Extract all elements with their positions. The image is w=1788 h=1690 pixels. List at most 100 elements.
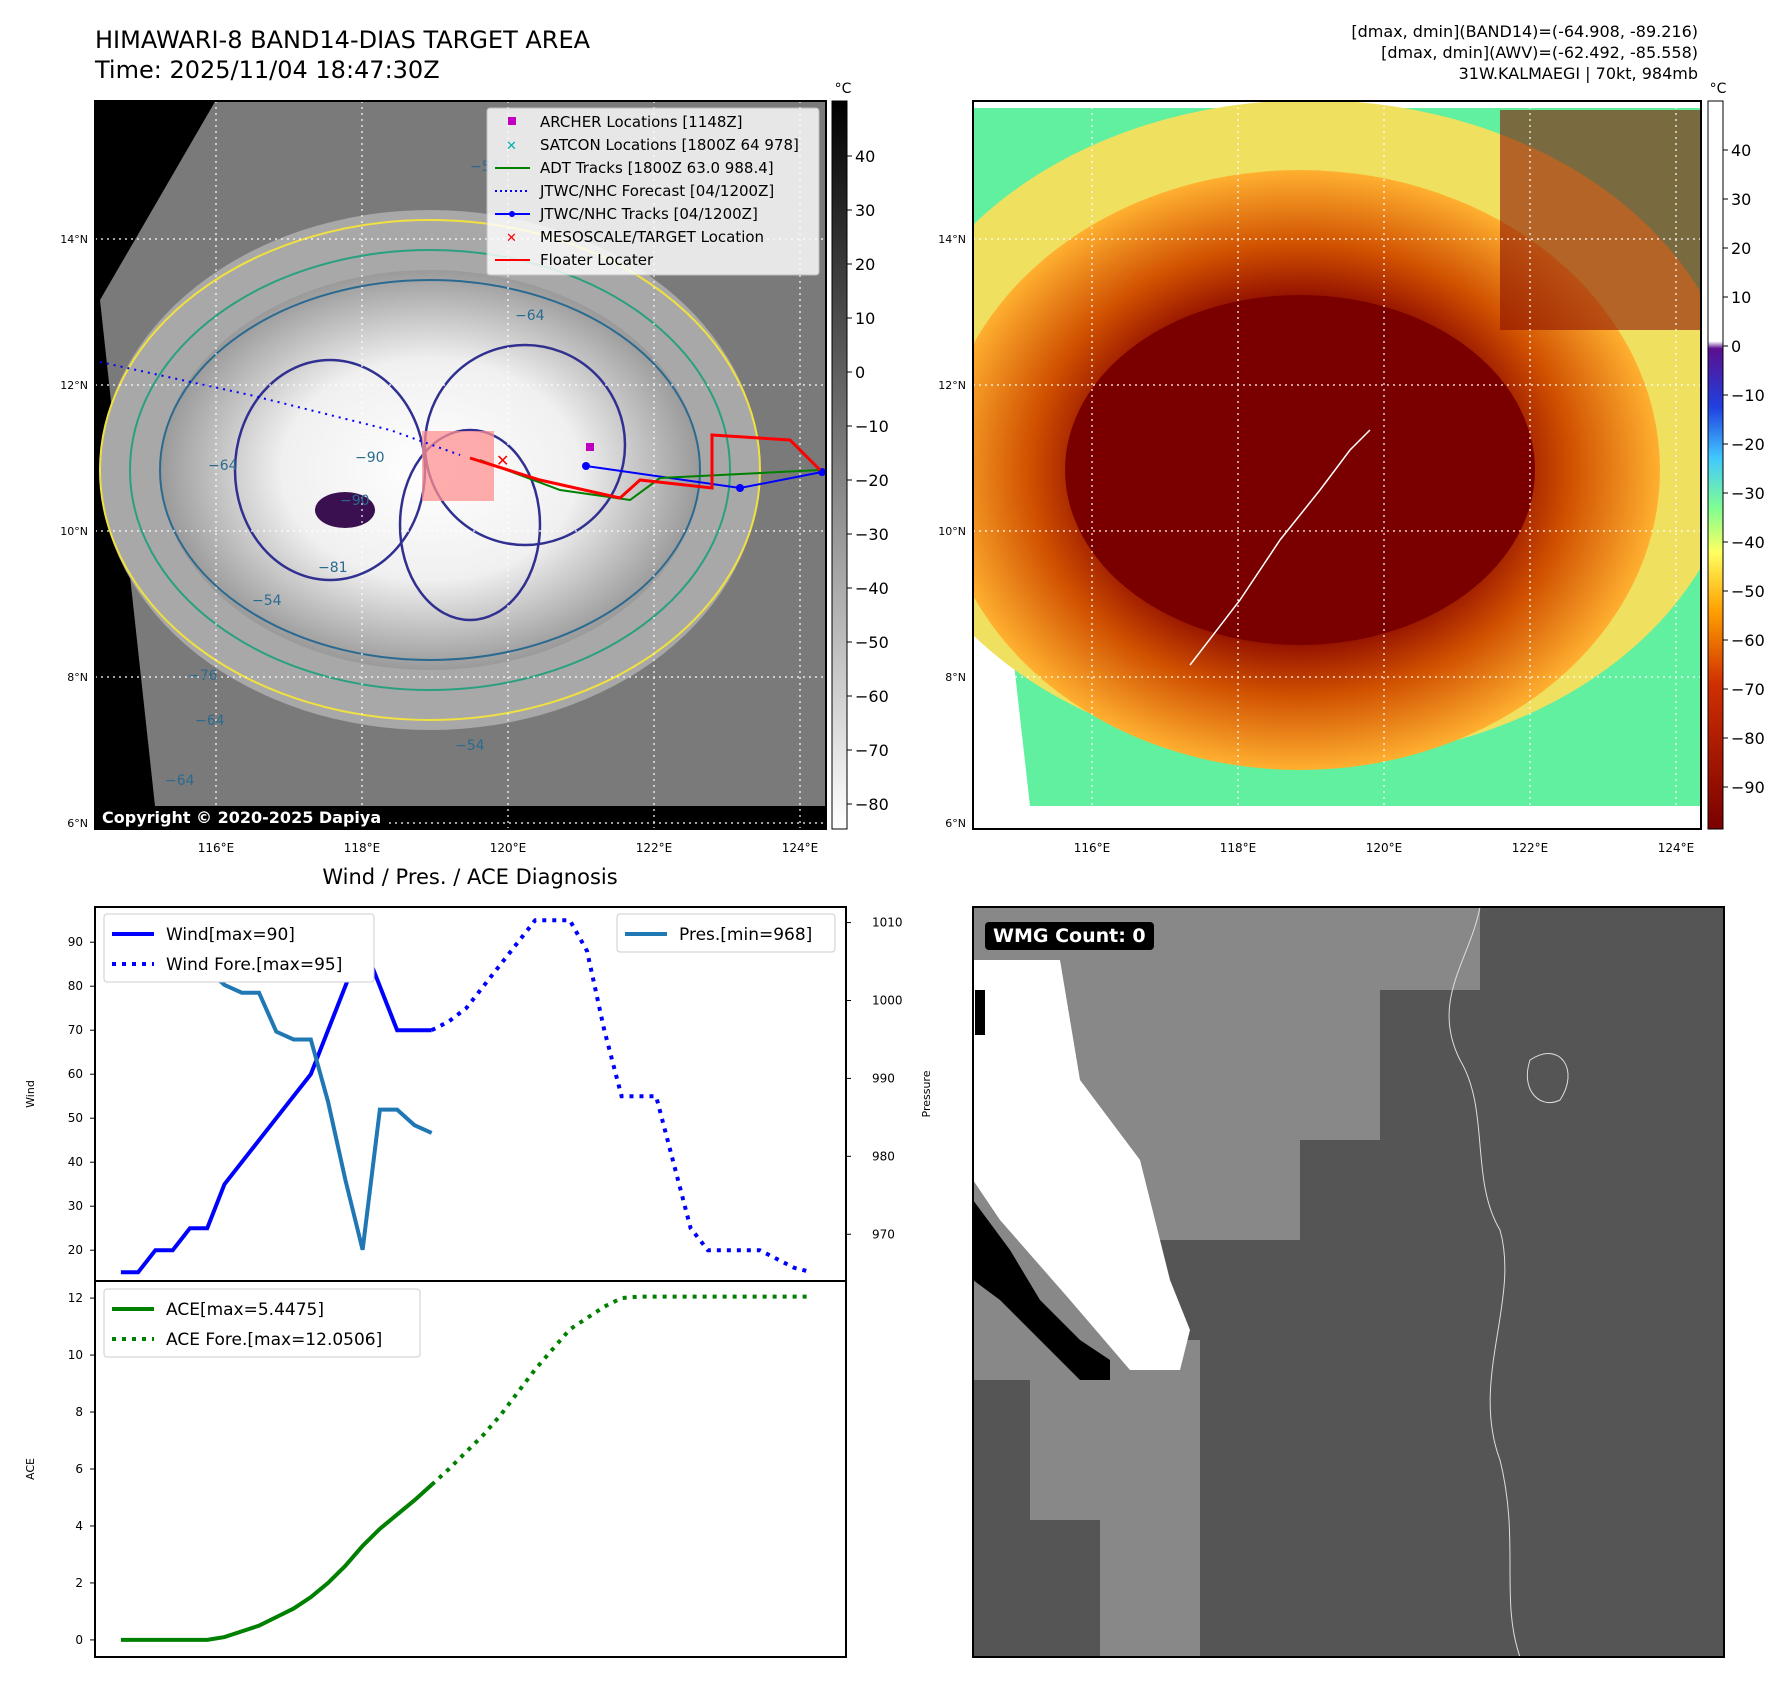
series-line: [120, 936, 432, 1275]
colorbar-tick-label: −60: [855, 687, 889, 706]
jtwc-track-point: [582, 462, 590, 470]
legend-box: [486, 107, 820, 276]
ir-contour-54: [129, 249, 731, 691]
lon-tick-label: 122°E: [1512, 841, 1549, 855]
colorbar-tick-label: −70: [855, 741, 889, 760]
series-line: [430, 918, 812, 1275]
legend-box: [103, 913, 375, 983]
mesoscale-target-box: [422, 431, 494, 501]
colorbar-tick-label: −20: [1731, 435, 1765, 454]
y-tick-label: 30: [68, 1199, 83, 1213]
legend-label: ACE Fore.[max=12.0506]: [166, 1330, 382, 1350]
contour-label: −64: [165, 773, 195, 789]
legend-label: Wind Fore.[max=95]: [166, 955, 342, 975]
colorbar-tick-label: −40: [855, 579, 889, 598]
legend-marker: ✕: [506, 139, 517, 154]
wind-legend: Wind[max=90] Wind Fore.[max=95]: [103, 913, 375, 983]
diagnosis-title: Wind / Pres. / ACE Diagnosis: [322, 865, 617, 889]
ir-cold-core: [315, 492, 375, 528]
lon-tick-label: 118°E: [1220, 841, 1257, 855]
wmg-coastline: [1448, 907, 1521, 1657]
wmg-gray-region: [973, 907, 1480, 1657]
ace-axis-label: ACE: [24, 1458, 37, 1480]
legend-box: [103, 1288, 421, 1358]
legend-label: Pres.[min=968]: [679, 925, 812, 945]
copyright-label: Copyright © 2020-2025 Dapiya: [96, 806, 388, 829]
contour-label: −64: [208, 458, 238, 474]
legend-label: JTWC/NHC Tracks [04/1200Z]: [539, 205, 758, 223]
y-tick-label: 6: [75, 1462, 83, 1476]
series-line: [120, 1483, 433, 1642]
awv-core: [1065, 295, 1535, 645]
y-tick-label: 12: [68, 1291, 83, 1305]
lat-tick-label: 8°N: [945, 671, 966, 684]
y-tick-label: 90: [68, 935, 83, 949]
colorbar-tick-label: −30: [1731, 484, 1765, 503]
colorbar-tick-label: −10: [1731, 386, 1765, 405]
legend-label: MESOSCALE/TARGET Location: [540, 228, 764, 246]
colorbar-tick-label: −30: [855, 525, 889, 544]
ir-contour-81-south: [398, 428, 542, 622]
y-tick-label: 2: [75, 1576, 83, 1590]
lon-tick-label: 116°E: [1074, 841, 1111, 855]
y-tick-label: 0: [75, 1633, 83, 1647]
wmg-black-patch: [975, 990, 985, 1035]
band14-range: [dmax, dmin](BAND14)=(-64.908, -89.216): [1351, 22, 1698, 41]
colorbar-tick-label: −90: [1731, 778, 1765, 797]
contour-label: −90: [355, 450, 385, 466]
awv-panel: [973, 101, 1701, 829]
lon-tick-label: 124°E: [782, 841, 819, 855]
ir-colorbar: [831, 100, 848, 830]
legend-label: ADT Tracks [1800Z 63.0 988.4]: [540, 159, 774, 177]
legend-marker: ✕: [506, 231, 517, 246]
legend-label: JTWC/NHC Forecast [04/1200Z]: [539, 182, 774, 200]
legend-label: SATCON Locations [1800Z 64 978]: [540, 136, 799, 154]
ace-legend: ACE[max=5.4475] ACE Fore.[max=12.0506]: [103, 1288, 421, 1358]
figure-time: Time: 2025/11/04 18:47:30Z: [95, 56, 440, 84]
wmg-black-region: [973, 1200, 1110, 1380]
coastline-palawan: [1189, 429, 1371, 666]
legend-box: [616, 913, 836, 953]
ir-colorbar-ticks: 40 30 20 10 0 −10 −20 −30 −40 −50 −60 −70 −80: [847, 147, 889, 814]
wind-axis-label: Wind: [24, 1080, 37, 1108]
colorbar-tick-label: −60: [1731, 631, 1765, 650]
lon-tick-label: 116°E: [198, 841, 235, 855]
legend-label: ACE[max=5.4475]: [166, 1300, 324, 1320]
legend-label: Floater Locater: [540, 251, 654, 269]
ir-legend: ARCHER Locations [1148Z] ✕ SATCON Location…: [486, 107, 820, 276]
y2-tick-label: 1010: [872, 916, 903, 930]
wmg-count-label: WMG Count: 0: [985, 922, 1154, 950]
lat-tick-label: 12°N: [60, 379, 88, 392]
ir-colorbar-unit: °C: [835, 81, 852, 97]
colorbar-tick-label: −50: [855, 633, 889, 652]
ir-frame: [94, 100, 827, 830]
colorbar-tick-label: −80: [855, 795, 889, 814]
lon-tick-label: 124°E: [1658, 841, 1695, 855]
lon-tick-label: 120°E: [1366, 841, 1403, 855]
wmg-white-region: [973, 960, 1190, 1370]
y-tick-label: 50: [68, 1111, 83, 1125]
contour-label: −76: [188, 668, 218, 684]
lat-tick-label: 6°N: [67, 817, 88, 830]
archer-location: [586, 443, 594, 451]
y-tick-label: 4: [75, 1519, 83, 1533]
y2-tick-label: 1000: [872, 994, 903, 1008]
y-tick-label: 80: [68, 979, 83, 993]
legend-marker: [509, 211, 515, 217]
awv-frame: [972, 100, 1702, 830]
awv-dry-region: [1500, 110, 1700, 330]
map-axis-ticks: 116°E 116°E 118°E 118°E 120°E 120°E 122°E 122°E…: [60, 233, 1694, 855]
wind-plot: 20 30 40 50 60 70 80 90 970 980 990 1000 1010: [68, 916, 903, 1275]
lon-tick-label: 120°E: [490, 841, 527, 855]
colorbar-tick-label: 10: [855, 309, 875, 328]
wmg-panel: [973, 907, 1724, 1657]
legend-label: ARCHER Locations [1148Z]: [540, 113, 743, 131]
colorbar-tick-label: 30: [1731, 190, 1751, 209]
colorbar-tick-label: 30: [855, 201, 875, 220]
wmg-island-outline: [1526, 1053, 1569, 1104]
colorbar-tick-label: −10: [855, 417, 889, 436]
lon-tick-label: 118°E: [344, 841, 381, 855]
colorbar-tick-label: −70: [1731, 680, 1765, 699]
lat-tick-label: 10°N: [60, 525, 88, 538]
